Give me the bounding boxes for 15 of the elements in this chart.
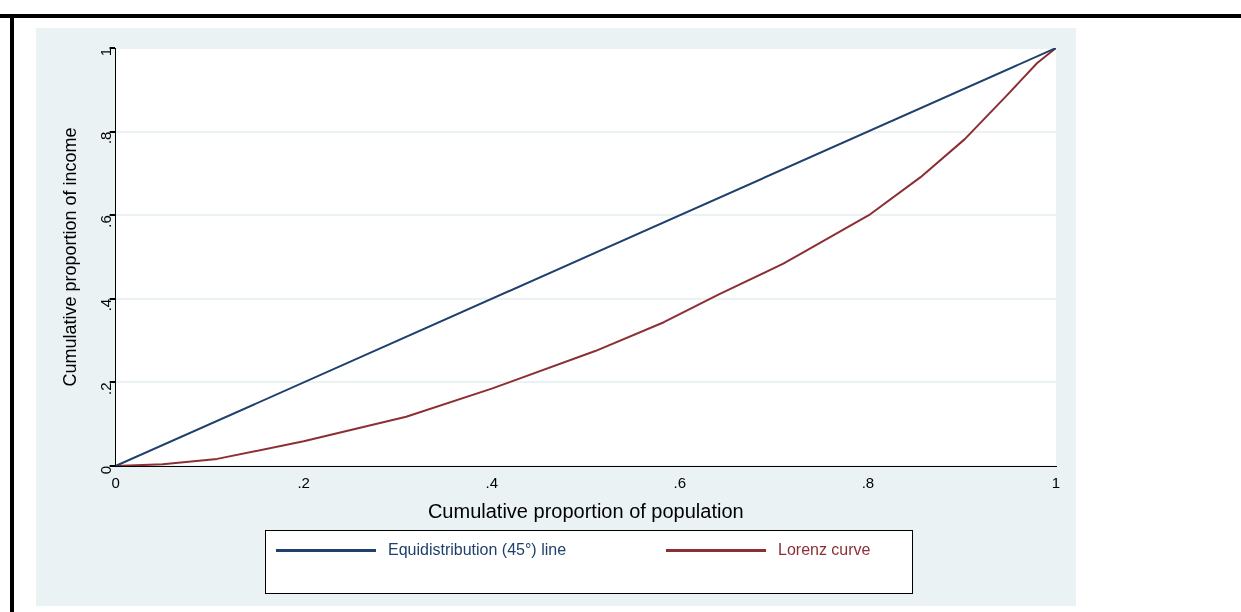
x-tick-label: .8	[861, 474, 875, 492]
x-axis-title: Cumulative proportion of population	[427, 499, 744, 522]
y-tick-label: .2	[96, 382, 114, 395]
y-tick-label: .8	[96, 131, 114, 145]
x-tick-label: .6	[673, 474, 687, 492]
x-tick-label: .2	[297, 474, 310, 492]
y-tick-label: 1	[96, 48, 114, 57]
y-axis-title: Cumulative proportion of income	[59, 127, 80, 387]
y-tick-label: .4	[96, 298, 114, 312]
text: Equidistribution (45°) line	[388, 541, 567, 559]
x-tick-label: .4	[485, 474, 499, 492]
y-tick-label: .6	[96, 215, 114, 228]
y-tick-label: 0	[96, 466, 114, 475]
x-tick-label: 1	[1051, 474, 1061, 492]
text: Lorenz curve	[778, 541, 871, 559]
